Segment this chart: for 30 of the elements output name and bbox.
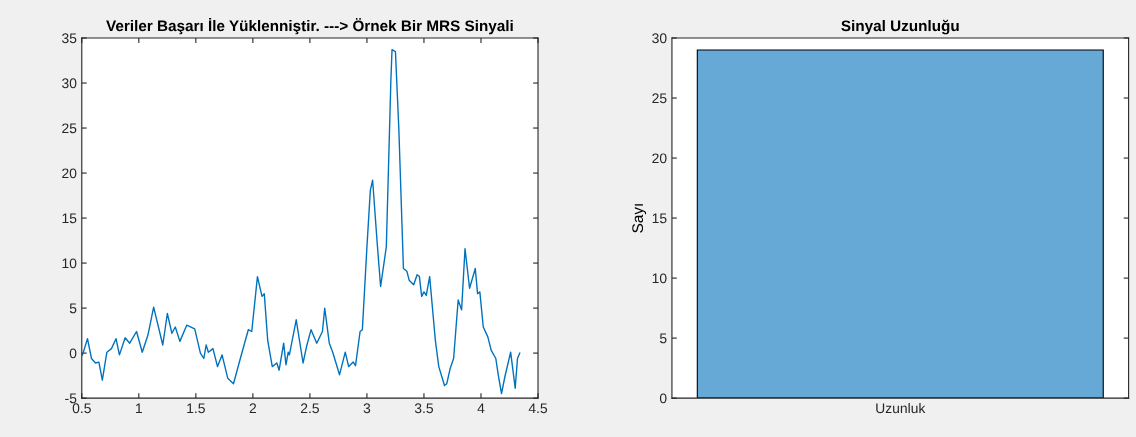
y-tick-label: 30 xyxy=(62,78,77,89)
y-tick-label: 10 xyxy=(62,258,77,269)
x-tick-label: 3 xyxy=(363,403,371,414)
y-tick-label: 0 xyxy=(69,348,77,359)
y-tick-label: 20 xyxy=(652,153,667,164)
x-tick-label: 4 xyxy=(477,403,485,414)
y-tick-label: 10 xyxy=(652,273,667,284)
x-tick-label: 0.5 xyxy=(72,403,91,414)
x-tick-label: 2.5 xyxy=(300,403,319,414)
y-tick-label: 20 xyxy=(62,168,77,179)
x-tick-label: Uzunluk xyxy=(876,402,926,414)
y-tick-label: -5 xyxy=(65,393,77,404)
line-series xyxy=(81,49,521,395)
chart-title: Sinyal Uzunluğu xyxy=(841,19,959,35)
y-tick-label: 0 xyxy=(659,393,667,404)
y-tick-label: 5 xyxy=(659,333,667,344)
y-tick-label: 5 xyxy=(69,303,77,314)
y-tick-label: 15 xyxy=(62,213,77,224)
y-tick-label: 15 xyxy=(652,213,667,224)
x-tick-label: 4.5 xyxy=(528,403,548,414)
y-tick-label: 35 xyxy=(62,33,77,44)
chart-title: Veriler Başarı İle Yüklenniştir. ---> Örnek Bir MRS Sinyali xyxy=(106,18,513,35)
y-tick-label: 30 xyxy=(652,33,667,44)
y-tick-label: 25 xyxy=(652,93,667,104)
x-tick-label: 1 xyxy=(136,403,142,414)
y-axis-title: Sayı xyxy=(632,204,647,233)
x-tick-label: 3.5 xyxy=(414,403,434,414)
y-tick-label: 25 xyxy=(62,123,77,134)
x-tick-label: 2 xyxy=(249,403,257,414)
x-tick-label: 1.5 xyxy=(187,403,205,414)
